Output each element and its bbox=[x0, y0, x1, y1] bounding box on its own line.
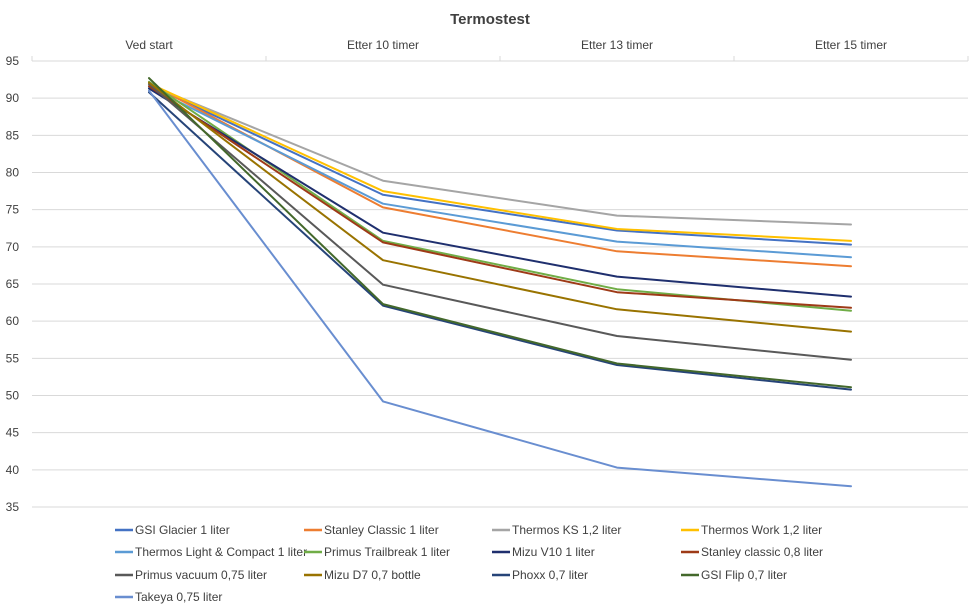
legend-label: Stanley classic 0,8 liter bbox=[701, 545, 823, 559]
series-line bbox=[148, 81, 852, 333]
series-lines bbox=[148, 77, 852, 488]
legend-label: GSI Glacier 1 liter bbox=[135, 523, 230, 537]
x-category-label: Etter 15 timer bbox=[815, 38, 887, 52]
y-tick-label: 40 bbox=[6, 463, 20, 477]
chart-title: Termostest bbox=[450, 11, 530, 28]
y-tick-label: 95 bbox=[6, 54, 20, 68]
legend-label: GSI Flip 0,7 liter bbox=[701, 568, 787, 582]
series-line bbox=[148, 87, 852, 298]
x-category-label: Etter 13 timer bbox=[581, 38, 653, 52]
y-tick-label: 75 bbox=[6, 203, 20, 217]
series-line bbox=[148, 83, 852, 361]
legend-label: Takeya 0,75 liter bbox=[135, 590, 222, 604]
y-tick-label: 50 bbox=[6, 389, 20, 403]
legend-label: Primus vacuum 0,75 liter bbox=[135, 568, 267, 582]
legend-label: Thermos Work 1,2 liter bbox=[701, 523, 822, 537]
legend-label: Stanley Classic 1 liter bbox=[324, 523, 439, 537]
series-line bbox=[148, 77, 852, 389]
y-tick-label: 55 bbox=[6, 351, 20, 365]
y-tick-label: 80 bbox=[6, 166, 20, 180]
axis-labels: 35 40 45 50 55 60 65 70 75 80 85 90 95 Ved start Etter… bbox=[6, 38, 887, 514]
x-category-label: Ved start bbox=[125, 38, 173, 52]
y-tick-label: 85 bbox=[6, 128, 20, 142]
series-line bbox=[148, 83, 852, 246]
y-tick-label: 70 bbox=[6, 240, 20, 254]
series-line bbox=[148, 89, 852, 488]
y-tick-label: 65 bbox=[6, 277, 20, 291]
legend-label: Mizu D7 0,7 bottle bbox=[324, 568, 421, 582]
y-tick-label: 90 bbox=[6, 91, 20, 105]
series-line bbox=[148, 80, 852, 312]
series-line bbox=[148, 83, 852, 226]
y-tick-label: 60 bbox=[6, 314, 20, 328]
legend-label: Thermos Light & Compact 1 liter bbox=[135, 545, 307, 559]
y-tick-label: 35 bbox=[6, 500, 20, 514]
x-category-label: Etter 10 timer bbox=[347, 38, 419, 52]
legend: GSI Glacier 1 liter Stanley Classic 1 lit… bbox=[115, 523, 823, 604]
legend-label: Mizu V10 1 liter bbox=[512, 545, 595, 559]
y-tick-label: 45 bbox=[6, 426, 20, 440]
gridlines bbox=[31, 56, 969, 508]
series-line bbox=[148, 86, 852, 259]
legend-label: Phoxx 0,7 liter bbox=[512, 568, 588, 582]
legend-label: Thermos KS 1,2 liter bbox=[512, 523, 621, 537]
series-line bbox=[148, 85, 852, 309]
legend-label: Primus Trailbreak 1 liter bbox=[324, 545, 450, 559]
series-line bbox=[148, 91, 852, 391]
series-line bbox=[148, 82, 852, 242]
